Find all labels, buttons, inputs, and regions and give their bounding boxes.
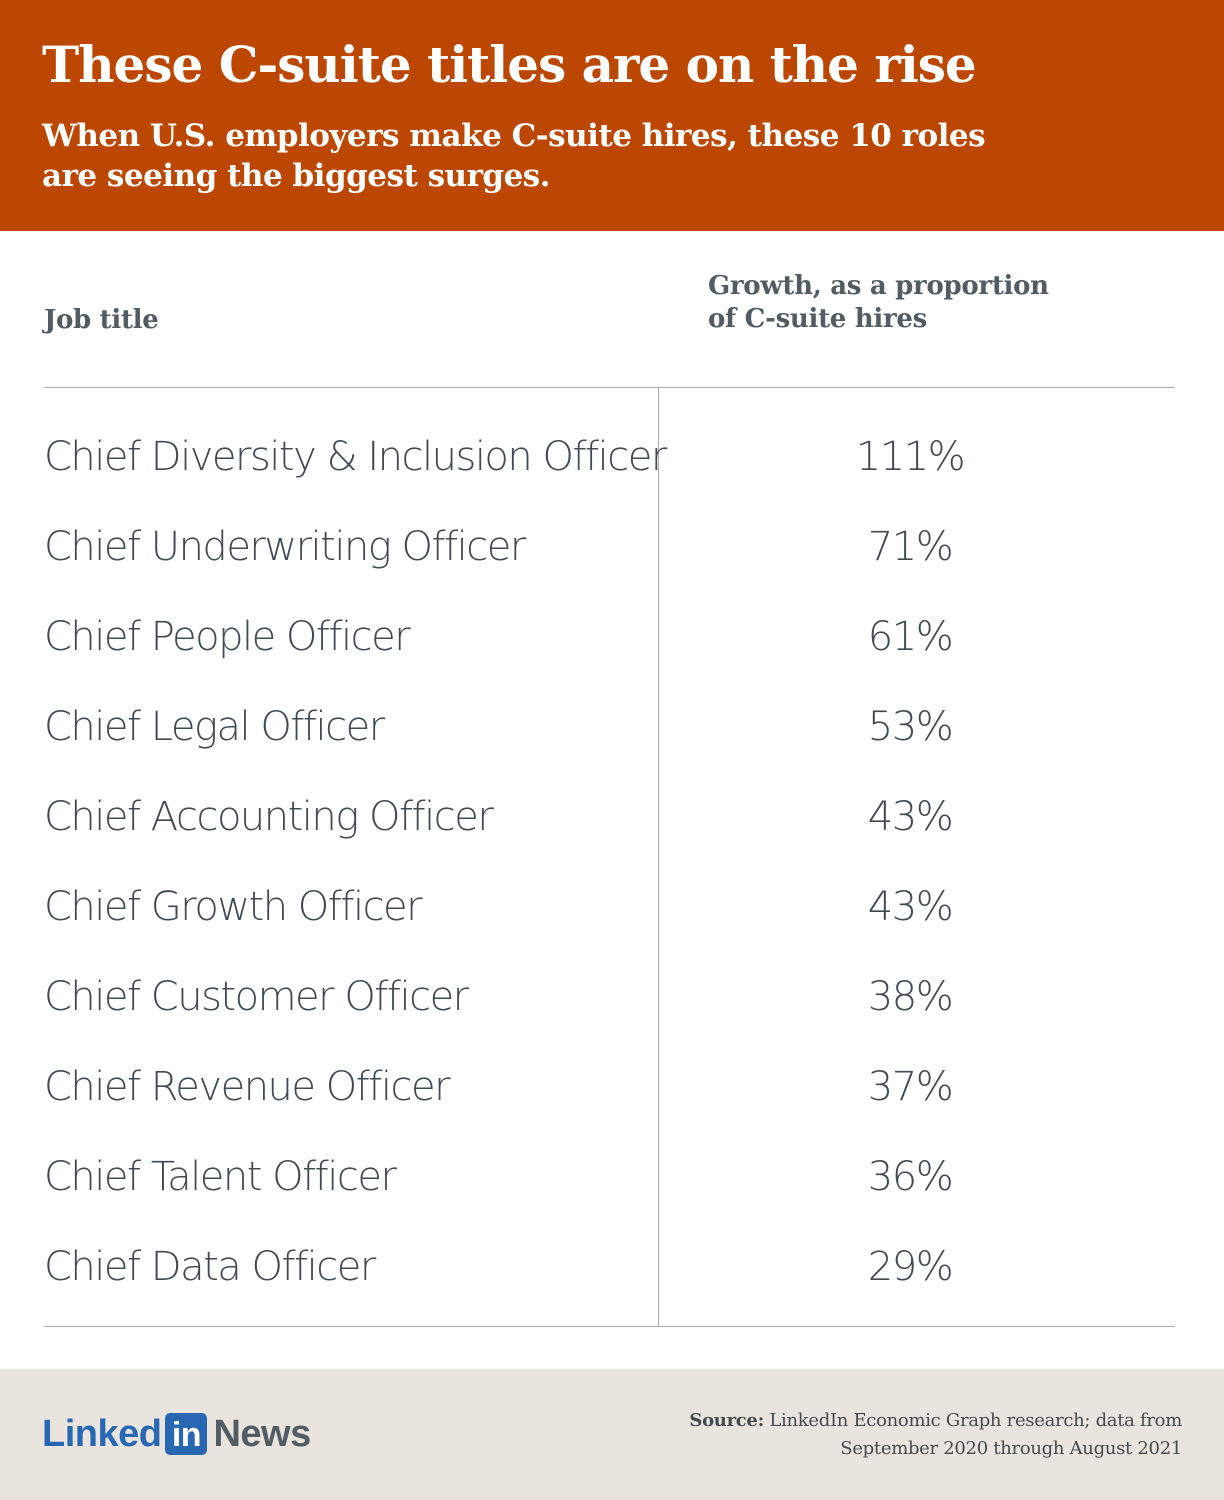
job-title-cell: Chief Talent Officer bbox=[44, 1154, 397, 1200]
column-header-job-title: Job title bbox=[44, 305, 159, 335]
growth-value-cell: 111% bbox=[855, 434, 966, 480]
job-title-cell: Chief Diversity & Inclusion Officer bbox=[44, 434, 667, 480]
growth-value-cell: 29% bbox=[867, 1244, 954, 1290]
footer: Linked in News Source: LinkedIn Economic G… bbox=[0, 1369, 1224, 1500]
table-body: Chief Diversity & Inclusion Officer 111% C… bbox=[0, 412, 1224, 1312]
table-bottom-rule bbox=[44, 1326, 1175, 1327]
table-row: Chief Talent Officer 36% bbox=[0, 1132, 1224, 1222]
source-line2: September 2020 through August 2021 bbox=[840, 1438, 1182, 1459]
growth-value-cell: 61% bbox=[867, 614, 954, 660]
table-row: Chief Accounting Officer 43% bbox=[0, 772, 1224, 862]
source-label: Source: bbox=[689, 1410, 764, 1431]
growth-value-cell: 38% bbox=[867, 974, 954, 1020]
logo-news-text: News bbox=[213, 1412, 311, 1455]
job-title-cell: Chief People Officer bbox=[44, 614, 411, 660]
linkedin-in-icon: in bbox=[165, 1413, 208, 1455]
job-title-cell: Chief Growth Officer bbox=[44, 884, 423, 930]
logo-linked-text: Linked bbox=[42, 1412, 162, 1455]
table-row: Chief Data Officer 29% bbox=[0, 1222, 1224, 1312]
job-title-cell: Chief Data Officer bbox=[44, 1244, 376, 1290]
growth-value-cell: 43% bbox=[867, 884, 954, 930]
header-banner: These C-suite titles are on the rise Whe… bbox=[0, 0, 1224, 231]
job-title-cell: Chief Underwriting Officer bbox=[44, 524, 526, 570]
growth-value-cell: 53% bbox=[867, 704, 954, 750]
source-line1: LinkedIn Economic Graph research; data f… bbox=[769, 1410, 1182, 1431]
job-title-cell: Chief Accounting Officer bbox=[44, 794, 494, 840]
table-row: Chief Legal Officer 53% bbox=[0, 682, 1224, 772]
linkedin-news-logo: Linked in News bbox=[42, 1411, 311, 1457]
growth-value-cell: 37% bbox=[867, 1064, 954, 1110]
column-divider bbox=[658, 388, 659, 1326]
column-header-growth: Growth, as a proportion of C-suite hires bbox=[708, 270, 1168, 336]
growth-value-cell: 43% bbox=[867, 794, 954, 840]
table-row: Chief People Officer 61% bbox=[0, 592, 1224, 682]
chart-subtitle: When U.S. employers make C-suite hires, … bbox=[42, 118, 986, 194]
job-title-cell: Chief Customer Officer bbox=[44, 974, 469, 1020]
chart-title: These C-suite titles are on the rise bbox=[42, 35, 977, 94]
table-row: Chief Diversity & Inclusion Officer 111% bbox=[0, 412, 1224, 502]
growth-value-cell: 36% bbox=[867, 1154, 954, 1200]
table-row: Chief Growth Officer 43% bbox=[0, 862, 1224, 952]
table-top-rule bbox=[44, 387, 1175, 388]
table-row: Chief Revenue Officer 37% bbox=[0, 1042, 1224, 1132]
job-title-cell: Chief Legal Officer bbox=[44, 704, 385, 750]
column-header-growth-line2: of C-suite hires bbox=[708, 304, 927, 334]
job-title-cell: Chief Revenue Officer bbox=[44, 1064, 451, 1110]
source-note: Source: LinkedIn Economic Graph research… bbox=[689, 1407, 1182, 1463]
growth-value-cell: 71% bbox=[867, 524, 954, 570]
column-header-growth-line1: Growth, as a proportion bbox=[708, 271, 1049, 301]
table-row: Chief Underwriting Officer 71% bbox=[0, 502, 1224, 592]
table-row: Chief Customer Officer 38% bbox=[0, 952, 1224, 1042]
